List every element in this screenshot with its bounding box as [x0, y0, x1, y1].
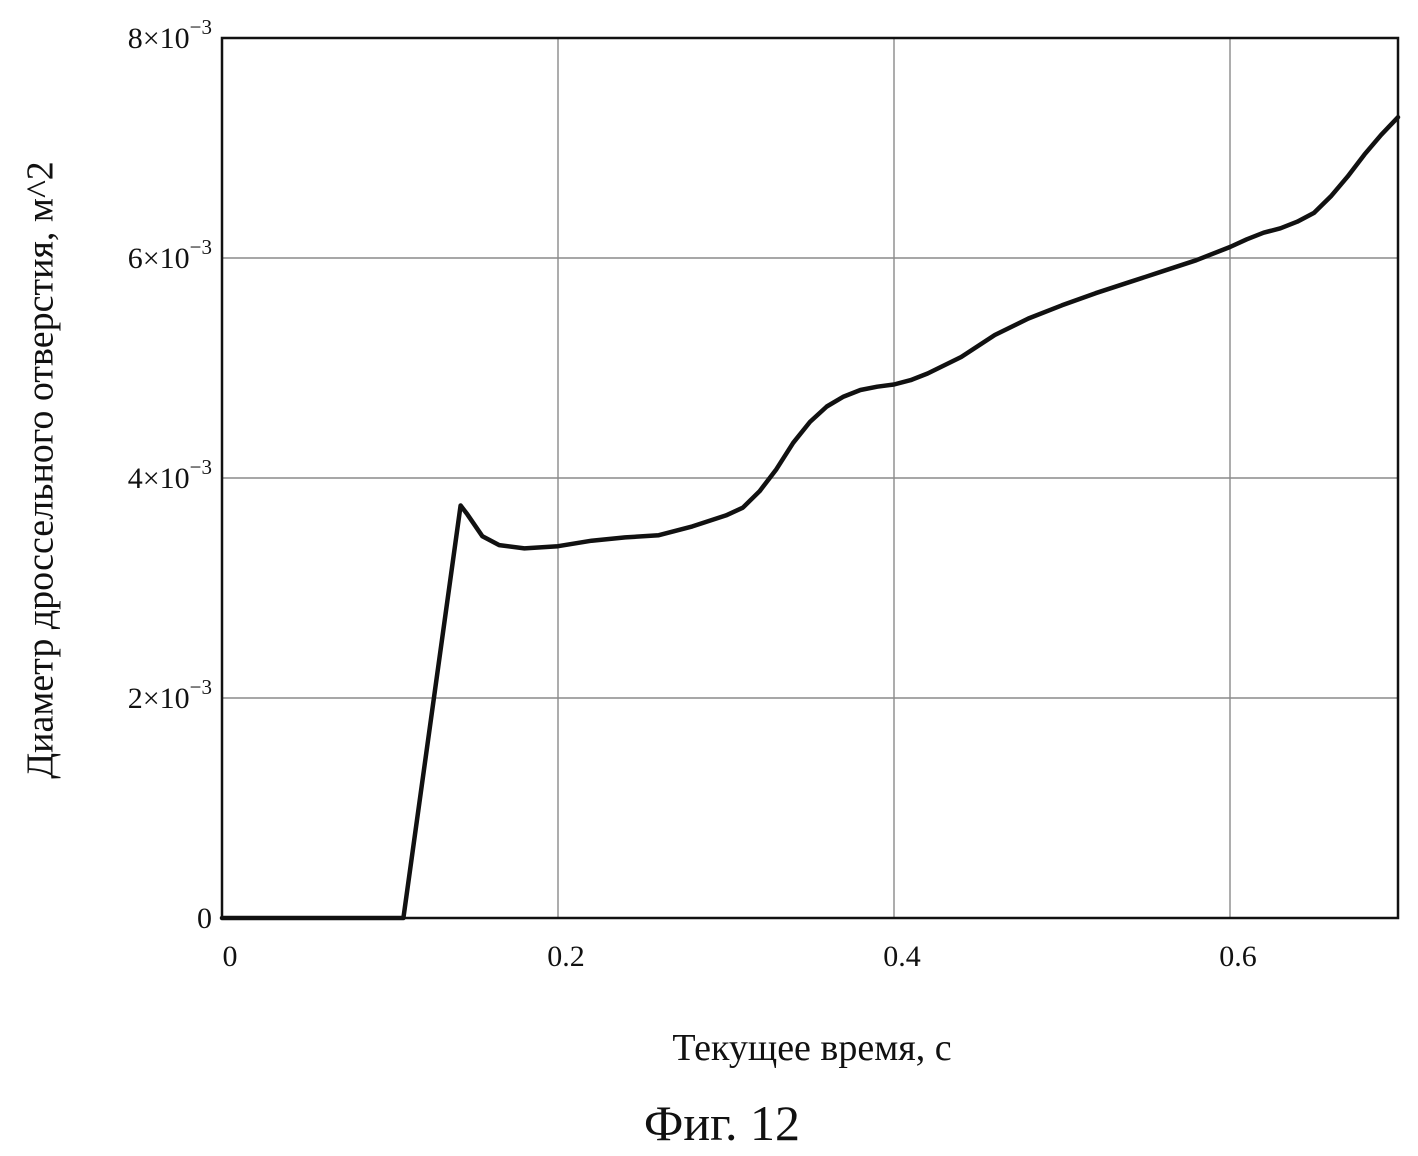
y-tick-mantissa: 4×10: [128, 462, 190, 495]
y-tick-label: 6×10−3: [128, 235, 212, 275]
y-tick-mantissa: 0: [197, 902, 212, 935]
y-axis-title: Диаметр дроссельного отверстия, м^2: [20, 161, 62, 779]
y-tick-label: 4×10−3: [128, 455, 212, 495]
chart-grid: [222, 38, 1398, 918]
y-tick-mantissa: 6×10: [128, 242, 190, 275]
x-tick-label: 0.2: [547, 940, 585, 973]
x-tick-label: 0.4: [883, 940, 921, 973]
y-tick-exponent: −3: [190, 15, 212, 39]
y-tick-label: 2×10−3: [128, 675, 212, 715]
y-tick-exponent: −3: [190, 455, 212, 479]
x-axis-title: Текущее время, с: [672, 1027, 951, 1069]
y-tick-label: 8×10−3: [128, 15, 212, 55]
y-tick-mantissa: 2×10: [128, 682, 190, 715]
figure-caption: Фиг. 12: [644, 1095, 800, 1151]
y-tick-mantissa: 8×10: [128, 22, 190, 55]
y-tick-exponent: −3: [190, 675, 212, 699]
chart-series: [222, 117, 1398, 918]
series-line-1: [222, 117, 1398, 918]
x-tick-label: 0: [223, 940, 238, 973]
tick-labels: 00.20.40.602×10−34×10−36×10−38×10−3: [128, 15, 1257, 973]
y-tick-label: 0: [197, 902, 212, 935]
x-tick-label: 0.6: [1219, 940, 1257, 973]
y-tick-exponent: −3: [190, 235, 212, 259]
